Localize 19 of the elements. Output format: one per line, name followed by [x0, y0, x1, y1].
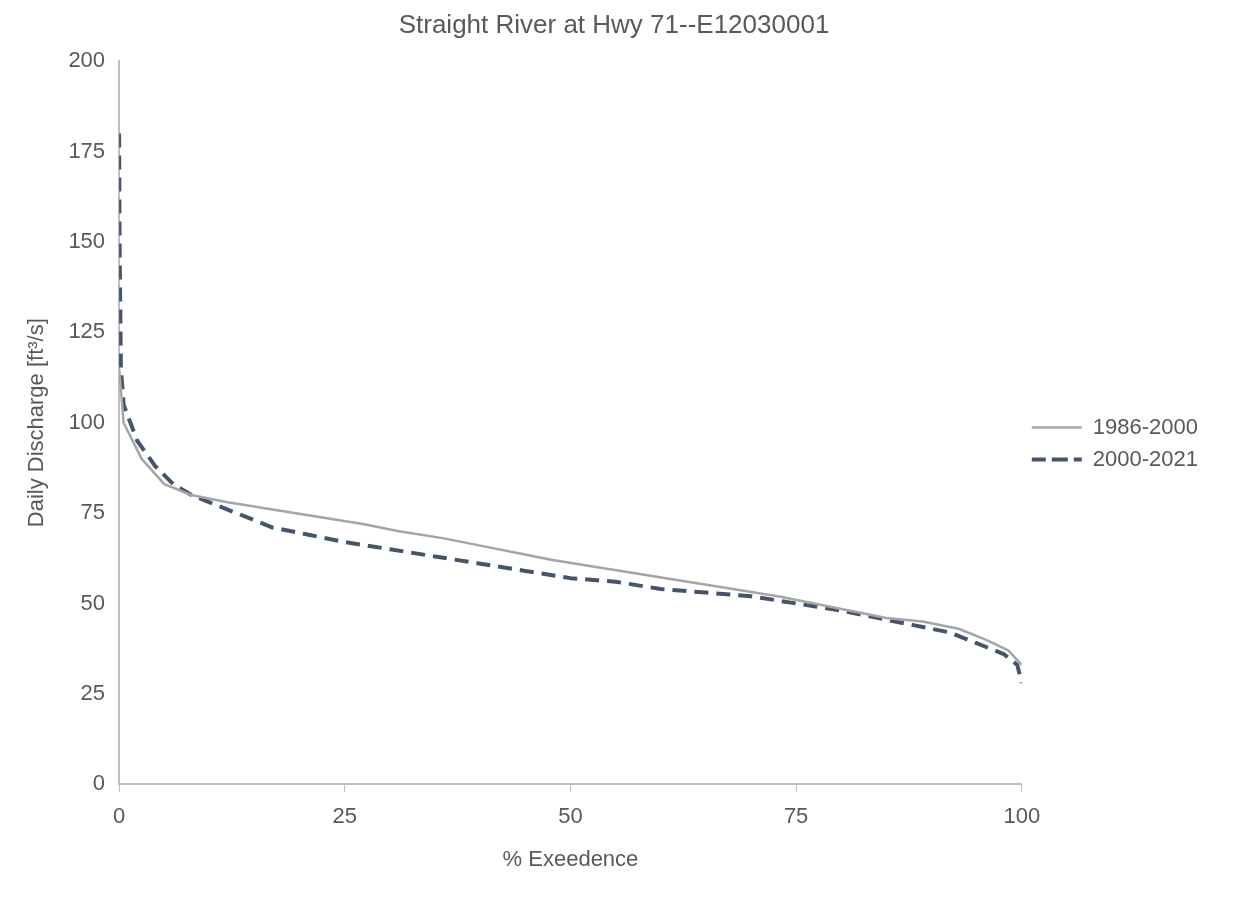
y-tick-label: 75	[80, 499, 106, 525]
y-tick-label: 25	[80, 679, 106, 705]
y-axis-title: Daily Discharge [ft³/s]	[23, 318, 49, 528]
y-tick-label: 50	[80, 589, 106, 615]
y-tick-label: 175	[68, 137, 106, 163]
x-tick-label: 75	[783, 803, 809, 829]
chart-title: Straight River at Hwy 71--E12030001	[398, 8, 830, 39]
y-tick-label: 150	[68, 228, 106, 254]
x-tick-label: 25	[332, 803, 358, 829]
y-tick-label: 200	[68, 47, 106, 73]
legend-label: 1986-2000	[1092, 413, 1199, 439]
x-axis-title: % Exeedence	[502, 845, 639, 871]
x-tick-label: 50	[558, 803, 583, 829]
x-tick-label: 100	[1003, 803, 1041, 829]
y-tick-label: 100	[68, 408, 106, 434]
x-tick-label: 0	[112, 803, 126, 829]
y-tick-label: 125	[68, 318, 106, 344]
y-tick-label: 0	[92, 770, 106, 796]
legend-label: 2000-2021	[1092, 445, 1199, 471]
